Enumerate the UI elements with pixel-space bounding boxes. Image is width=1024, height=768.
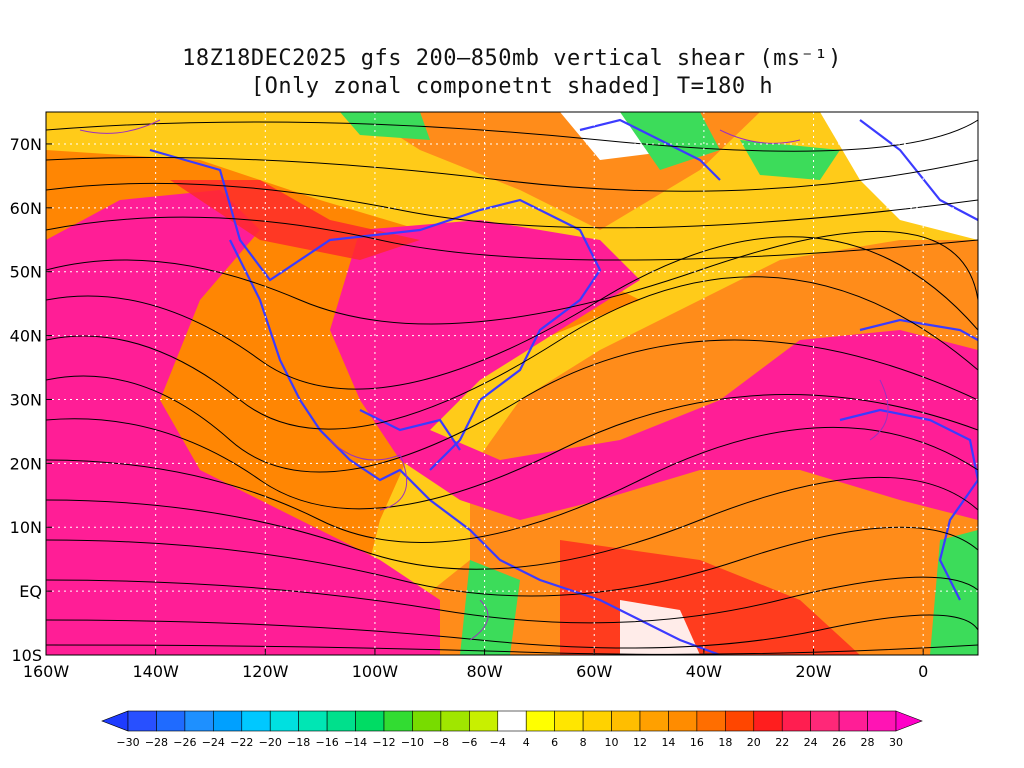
colorbar-label: 12: [633, 736, 647, 749]
colorbar-box: [753, 710, 783, 732]
grid: [46, 112, 978, 655]
shading-white-europe: [820, 112, 978, 240]
colorbar-box: [326, 710, 356, 732]
colorbar-box: [213, 710, 243, 732]
colorbar-label: 22: [775, 736, 789, 749]
shading-jet-pacific: [46, 190, 440, 655]
colorbar-label: −26: [173, 736, 196, 749]
colorbar-label: 20: [747, 736, 761, 749]
colorbar-label: −6: [461, 736, 477, 749]
colorbar-label: 28: [861, 736, 875, 749]
lon-label: 120W: [242, 662, 289, 681]
colorbar-box: [725, 710, 755, 732]
colorbar-label: 24: [804, 736, 818, 749]
map-frame: [45, 111, 979, 656]
shading-jet-atlantic: [330, 220, 978, 520]
contours: [79, 119, 889, 641]
colorbar-label: 14: [661, 736, 675, 749]
lat-label: 30N: [10, 390, 42, 409]
colorbar-box: [383, 710, 413, 732]
lon-label: 0: [918, 662, 928, 681]
colorbar-box: [298, 710, 328, 732]
colorbar-label: 26: [832, 736, 846, 749]
lat-label: 10S: [11, 646, 42, 665]
lon-label: 20W: [795, 662, 831, 681]
lon-label: 40W: [686, 662, 722, 681]
colorbar-box: [440, 710, 470, 732]
colorbar-boxes: [101, 710, 923, 732]
shading-red-north: [170, 180, 420, 260]
coastlines: [149, 118, 978, 655]
colorbar-box: [269, 710, 299, 732]
colorbar-label: −10: [401, 736, 424, 749]
colorbar-label: −24: [202, 736, 225, 749]
colorbar-label: −18: [287, 736, 310, 749]
lat-label: EQ: [19, 582, 42, 601]
colorbar-box: [810, 710, 840, 732]
colorbar-box: [412, 710, 442, 732]
lon-label: 140W: [132, 662, 179, 681]
colorbar-box: [781, 710, 811, 732]
colorbar-label: 18: [718, 736, 732, 749]
colorbar-box: [639, 710, 669, 732]
shading-green-atlantic: [740, 140, 840, 180]
colorbar-box: [469, 710, 499, 732]
colorbar-labels: −30 −28 −26 −24 −22 −20 −18 −16 −14 −12 −10 −8 −6 −4 4…: [116, 736, 903, 749]
colorbar-box: [355, 710, 385, 732]
colorbar-box: [127, 710, 157, 732]
colorbar-box: [554, 710, 584, 732]
colorbar-min-arrow: [101, 710, 129, 732]
colorbar-box: [668, 710, 698, 732]
colorbar-label: −30: [116, 736, 139, 749]
colorbar-box: [497, 710, 527, 732]
lat-label: 20N: [10, 454, 42, 473]
lat-label: 60N: [10, 199, 42, 218]
colorbar-box: [838, 710, 868, 732]
shading-green-greenland: [620, 112, 720, 170]
lat-label: 40N: [10, 327, 42, 346]
map-title-line-2: [Only zonal componetnt shaded] T=180 h: [250, 74, 774, 99]
colorbar-box: [525, 710, 555, 732]
colorbar-label: 6: [551, 736, 558, 749]
colorbar-label: 30: [889, 736, 903, 749]
colorbar-label: 4: [523, 736, 530, 749]
colorbar-box: [156, 710, 186, 732]
colorbar-label: 10: [605, 736, 619, 749]
colorbar-box: [582, 710, 612, 732]
colorbar-box: [184, 710, 214, 732]
map-title-line-1: 18Z18DEC2025 gfs 200–850mb vertical shea…: [182, 46, 842, 71]
colorbar-box: [696, 710, 726, 732]
colorbar-max-arrow: [895, 710, 923, 732]
colorbar-label: −16: [316, 736, 339, 749]
lat-label: 70N: [10, 135, 42, 154]
lat-label: 10N: [10, 518, 42, 537]
lon-label: 160W: [23, 662, 70, 681]
colorbar-label: −22: [230, 736, 253, 749]
shading-green-africa: [930, 530, 978, 655]
colorbar-label: −28: [145, 736, 168, 749]
lat-label: 50N: [10, 263, 42, 282]
shading-green-south-america: [460, 560, 520, 655]
colorbar-label: −8: [433, 736, 449, 749]
lon-label: 100W: [352, 662, 399, 681]
colorbar-label: −14: [344, 736, 367, 749]
colorbar-label: −12: [372, 736, 395, 749]
shading-green-canada: [340, 112, 430, 140]
lon-label: 60W: [576, 662, 612, 681]
colorbar-box: [611, 710, 641, 732]
shading-white-brazil: [620, 600, 700, 655]
colorbar-label: 8: [580, 736, 587, 749]
streamlines: [46, 119, 978, 655]
colorbar-label: −4: [490, 736, 506, 749]
colorbar-label: −20: [259, 736, 282, 749]
colorbar-box: [241, 710, 271, 732]
map-field: [46, 112, 978, 655]
colorbar-label: 16: [690, 736, 704, 749]
colorbar-box: [867, 710, 897, 732]
lon-label: 80W: [466, 662, 502, 681]
